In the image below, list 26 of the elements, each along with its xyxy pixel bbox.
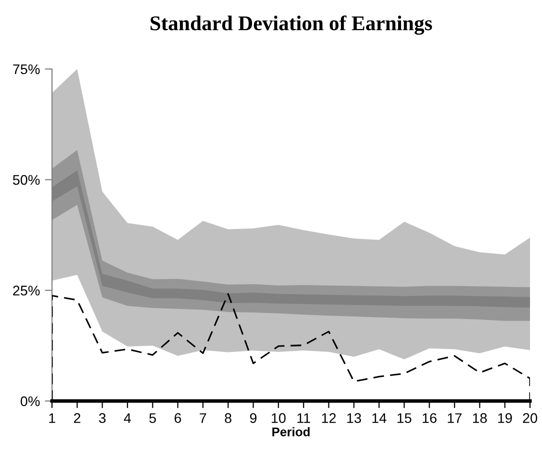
x-tick-label: 6 — [174, 413, 182, 424]
x-tick-label: 1 — [49, 413, 56, 423]
x-tick-label: 15 — [398, 413, 412, 424]
x-tick-label: 3 — [98, 413, 106, 424]
y-tick-label: 25% — [13, 286, 40, 296]
x-tick-label: 14 — [372, 413, 386, 423]
x-tick-label: 18 — [473, 413, 487, 424]
x-tick-label: 12 — [322, 413, 336, 423]
x-tick-label: 4 — [124, 413, 131, 423]
x-tick-label: 5 — [149, 413, 156, 424]
x-tick-label: 19 — [498, 413, 512, 424]
x-tick-label: 20 — [522, 413, 538, 424]
x-tick-label: 10 — [272, 413, 286, 424]
x-tick-label: 7 — [200, 413, 206, 423]
x-tick-label: 16 — [422, 413, 436, 424]
chart-title: Standard Deviation of Earnings — [150, 15, 432, 35]
x-tick-label: 11 — [297, 413, 310, 423]
x-tick-label: 2 — [74, 413, 80, 423]
y-tick-label: 75% — [13, 64, 40, 74]
x-tick-label: 13 — [347, 413, 362, 424]
y-tick-label: 0% — [20, 396, 40, 406]
x-tick-label: 8 — [224, 413, 232, 424]
x-axis-title: Period — [272, 427, 310, 436]
x-tick-label: 9 — [250, 413, 256, 424]
x-tick-label: 17 — [448, 413, 462, 423]
y-tick-label: 50% — [12, 175, 40, 185]
